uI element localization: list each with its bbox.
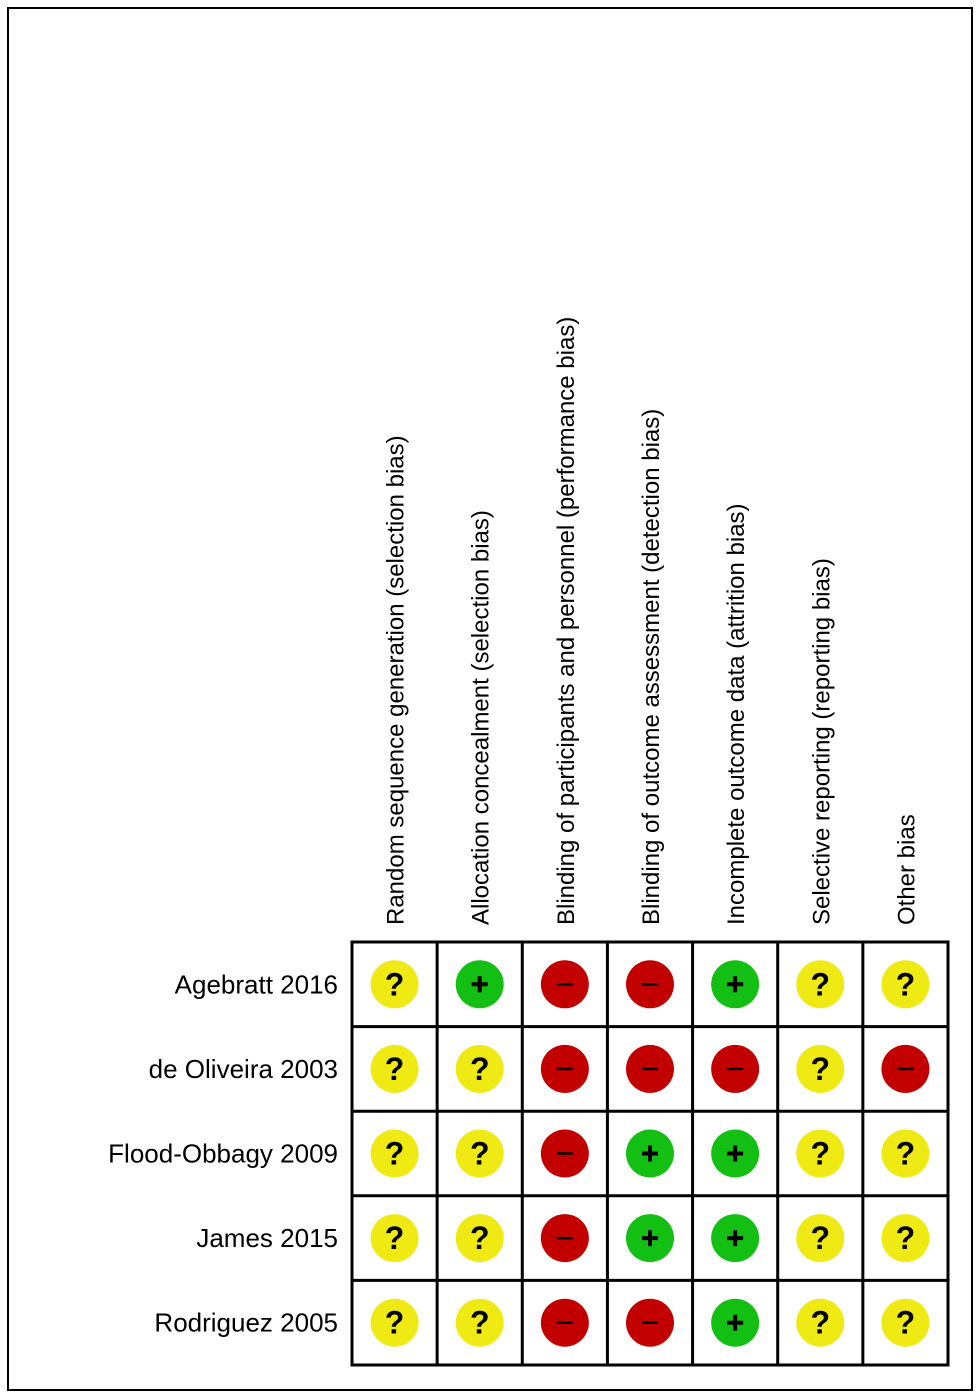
rating-circle [370,1214,419,1263]
question-icon: ? [470,1136,490,1172]
rating-cell [711,1214,760,1263]
rating-cell: ? [796,1214,845,1263]
rating-circle [796,1214,845,1263]
rating-cell [881,1044,930,1093]
rating-cell [455,960,504,1009]
rating-cell [711,1044,760,1093]
rating-cell: ? [455,1298,504,1347]
rating-cell: ? [455,1129,504,1178]
rating-cell [626,960,674,1009]
rating-cell [540,1298,589,1347]
rating-circle [881,960,930,1009]
question-icon: ? [470,1305,490,1341]
question-icon: ? [385,966,405,1002]
column-header: Selective reporting (reporting bias) [808,558,835,925]
study-label: James 2015 [196,1223,338,1253]
question-icon: ? [811,1220,831,1256]
rating-cell [626,1129,674,1178]
question-icon: ? [470,1220,490,1256]
question-icon: ? [896,1136,916,1172]
rating-cell [711,1298,760,1347]
question-icon: ? [385,1051,405,1087]
rating-circle [370,1298,419,1347]
question-icon: ? [385,1305,405,1341]
rating-circle [881,1214,930,1263]
rating-cell: ? [370,1298,419,1347]
rating-cell: ? [881,1298,930,1347]
column-header: Incomplete outcome data (attrition bias) [723,503,750,925]
rating-circle [881,1129,930,1178]
rating-circle [455,1044,504,1093]
rating-cell: ? [796,1129,845,1178]
rating-cell [626,1298,674,1347]
rating-circle [455,1298,504,1347]
rating-cell: ? [796,1298,845,1347]
question-icon: ? [811,1305,831,1341]
rating-cell [626,1214,674,1263]
rating-cell: ? [881,960,930,1009]
plus-icon [642,1145,658,1162]
column-header: Random sequence generation (selection bi… [383,435,410,925]
rating-cell: ? [881,1214,930,1263]
plus-icon [642,1230,658,1247]
question-icon: ? [385,1220,405,1256]
plus-icon [471,976,488,993]
rating-circle [370,1044,419,1093]
rating-cell [711,1129,760,1178]
plus-icon [727,1145,744,1162]
rating-circle [370,960,419,1009]
column-header: Blinding of outcome assessment (detectio… [638,409,665,925]
rating-cell [711,960,760,1009]
rating-cell [540,960,589,1009]
rating-cell: ? [370,1044,419,1093]
rating-cell: ? [796,960,845,1009]
question-icon: ? [470,1051,490,1087]
rating-cell: ? [455,1044,504,1093]
rating-circle [455,1129,504,1178]
column-header: Allocation concealment (selection bias) [468,510,495,925]
grid-border [350,940,950,1367]
rating-cell [626,1044,674,1093]
question-icon: ? [896,1305,916,1341]
rating-circle [796,1044,845,1093]
rating-circle [455,1214,504,1263]
rating-cell: ? [455,1214,504,1263]
plus-icon [727,976,744,993]
rating-circle [370,1129,419,1178]
rating-cell [540,1129,589,1178]
question-icon: ? [896,966,916,1002]
study-label: Agebratt 2016 [175,969,338,999]
rating-circle [796,1129,845,1178]
rating-cell: ? [370,1214,419,1263]
rating-cell: ? [370,1129,419,1178]
question-icon: ? [385,1136,405,1172]
study-label: de Oliveira 2003 [149,1054,338,1084]
rating-cell [540,1214,589,1263]
study-label: Flood-Obbagy 2009 [108,1139,338,1169]
column-header: Other bias [893,814,920,925]
question-icon: ? [811,1051,831,1087]
plus-icon [727,1314,744,1331]
rating-circle [881,1298,930,1347]
rating-cell: ? [881,1129,930,1178]
rating-cell [540,1044,589,1093]
rating-cell: ? [370,960,419,1009]
question-icon: ? [896,1220,916,1256]
question-icon: ? [811,966,831,1002]
rating-circle [796,960,845,1009]
question-icon: ? [811,1136,831,1172]
rating-cell: ? [796,1044,845,1093]
column-header: Blinding of participants and personnel (… [553,317,580,925]
plus-icon [727,1230,744,1247]
study-label: Rodriguez 2005 [154,1308,338,1338]
rating-circle [796,1298,845,1347]
